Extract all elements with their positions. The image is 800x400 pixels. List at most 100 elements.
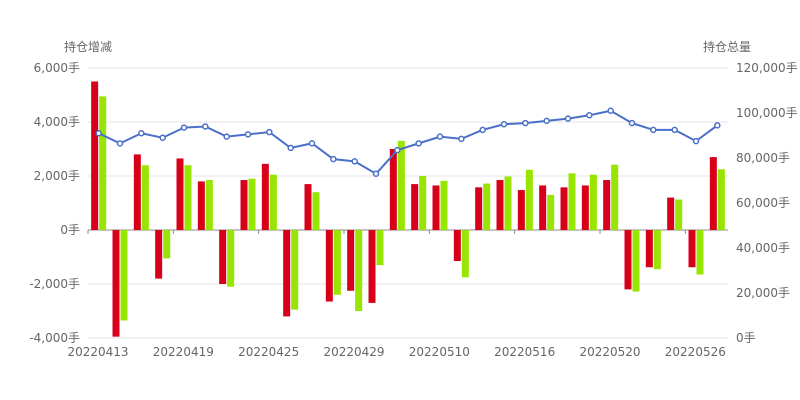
right-tick-label: 60,000手: [736, 196, 790, 210]
bar-a: [496, 180, 504, 230]
line-point: [436, 133, 444, 140]
line-point: [287, 144, 294, 152]
bar-a: [411, 184, 419, 230]
line-point: [95, 130, 102, 137]
bar-b: [269, 174, 277, 230]
bar-b: [141, 165, 149, 230]
bar-b: [611, 164, 619, 230]
bar-a: [197, 181, 205, 230]
bar-b: [525, 169, 533, 230]
bar-b: [675, 199, 683, 230]
x-tick-label: 20220413: [67, 345, 128, 359]
right-axis-ticks: 120,000手 100,000手 80,000手 60,000手 40,000手 20,…: [736, 61, 798, 345]
x-tick-label: 20220429: [323, 345, 384, 359]
bar-b: [227, 230, 235, 287]
left-tick-label: 4,000手: [34, 115, 80, 129]
x-tick-label: 20220516: [494, 345, 555, 359]
bar-a: [304, 184, 312, 230]
bar-a: [667, 197, 675, 230]
line-point: [692, 137, 700, 145]
bar-b: [547, 194, 555, 230]
left-tick-label: 0手: [60, 223, 80, 237]
line-point: [650, 126, 657, 134]
bar-a: [453, 230, 461, 262]
line-point: [671, 126, 678, 134]
right-tick-label: 20,000手: [736, 286, 790, 300]
line-point: [351, 158, 358, 165]
line-point: [714, 122, 721, 129]
bar-b: [184, 165, 192, 230]
line-point: [159, 134, 166, 141]
x-tick-label: 20220520: [579, 345, 640, 359]
bar-a: [688, 230, 696, 268]
right-tick-label: 0手: [736, 331, 756, 345]
line-point: [479, 126, 486, 134]
bar-a: [517, 190, 525, 230]
line-path: [98, 109, 718, 176]
left-tick-label: -2,000手: [29, 277, 80, 291]
bar-b: [120, 230, 128, 321]
right-tick-label: 80,000手: [736, 151, 790, 165]
x-tick-label: 20220510: [409, 345, 470, 359]
x-axis-ticks: 20220413 20220419 20220425 20220429 20220510…: [67, 230, 726, 359]
left-tick-label: 6,000手: [34, 61, 80, 75]
bar-b: [419, 176, 427, 230]
bar-a: [624, 230, 632, 290]
bar-b: [440, 180, 448, 230]
line-point: [202, 123, 209, 130]
bar-b: [461, 230, 469, 278]
bar-b: [504, 176, 512, 230]
bar-b: [589, 174, 597, 230]
x-tick-label: 20220419: [153, 345, 214, 359]
bar-a: [475, 187, 483, 230]
x-tick-label: 20220526: [665, 345, 726, 359]
bar-a: [581, 185, 589, 230]
bar-a: [91, 81, 99, 230]
bar-a: [560, 187, 568, 230]
bar-a: [112, 230, 120, 337]
bar-b: [568, 173, 576, 230]
bar-b: [333, 230, 341, 295]
line-point: [522, 119, 529, 127]
line-point: [266, 128, 273, 136]
left-tick-label: -4,000手: [29, 331, 80, 345]
bar-b: [696, 230, 704, 275]
bar-b: [483, 183, 491, 230]
bar-a: [155, 230, 163, 279]
line-point: [607, 107, 614, 114]
line-point: [116, 140, 124, 147]
line-point: [138, 130, 145, 137]
line-point: [244, 131, 252, 138]
bar-b: [632, 230, 640, 292]
bar-b: [163, 230, 171, 259]
bar-a: [325, 230, 333, 302]
bar-b: [248, 178, 256, 230]
line-point: [543, 117, 550, 125]
line-point: [415, 140, 422, 147]
line-point: [586, 112, 593, 119]
bar-a: [219, 230, 227, 284]
left-axis-title: 持仓增减: [64, 39, 112, 54]
bar-b: [205, 180, 213, 230]
bar-a: [283, 230, 291, 317]
right-tick-label: 100,000手: [736, 106, 798, 120]
line-point: [458, 135, 465, 143]
right-tick-label: 120,000手: [736, 61, 798, 75]
left-tick-label: 2,000手: [34, 169, 80, 183]
bar-a: [261, 163, 269, 230]
bar-b: [717, 169, 725, 230]
bar-b: [99, 96, 107, 230]
line-point: [500, 121, 508, 128]
line-point: [564, 115, 572, 122]
bar-a: [709, 157, 717, 230]
bar-b: [355, 230, 363, 311]
bar-b: [376, 230, 384, 266]
line-point: [180, 124, 188, 131]
bar-b: [312, 192, 320, 230]
bar-a: [432, 185, 440, 230]
line-point: [628, 119, 636, 127]
bar-a: [389, 149, 397, 230]
bar-a: [603, 180, 611, 230]
bar-a: [347, 230, 355, 291]
